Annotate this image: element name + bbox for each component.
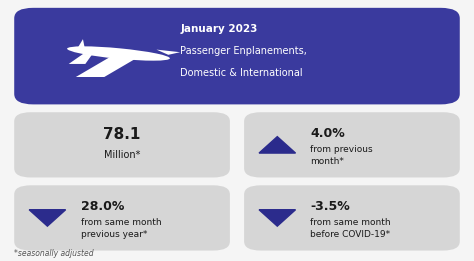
Ellipse shape	[67, 46, 170, 61]
Polygon shape	[29, 210, 65, 226]
Text: 78.1: 78.1	[103, 127, 141, 142]
FancyBboxPatch shape	[14, 8, 460, 104]
Text: from previous
month*: from previous month*	[310, 145, 373, 166]
Text: Passenger Enplanements,: Passenger Enplanements,	[180, 46, 307, 56]
FancyBboxPatch shape	[244, 185, 460, 251]
Text: *seasonally adjusted: *seasonally adjusted	[14, 249, 94, 258]
Polygon shape	[76, 55, 142, 77]
Text: Domestic & International: Domestic & International	[180, 68, 303, 78]
Polygon shape	[69, 54, 92, 64]
Polygon shape	[156, 50, 180, 55]
FancyBboxPatch shape	[14, 112, 230, 177]
Text: January 2023: January 2023	[180, 24, 257, 34]
Text: from same month
before COVID-19*: from same month before COVID-19*	[310, 218, 391, 239]
Text: 28.0%: 28.0%	[81, 200, 124, 213]
Text: from same month
previous year*: from same month previous year*	[81, 218, 161, 239]
Polygon shape	[259, 137, 296, 153]
FancyBboxPatch shape	[14, 185, 230, 251]
FancyBboxPatch shape	[244, 112, 460, 177]
Polygon shape	[259, 210, 296, 226]
Text: 4.0%: 4.0%	[310, 127, 345, 140]
Polygon shape	[76, 39, 85, 51]
Text: -3.5%: -3.5%	[310, 200, 350, 213]
Text: Million*: Million*	[104, 150, 140, 160]
